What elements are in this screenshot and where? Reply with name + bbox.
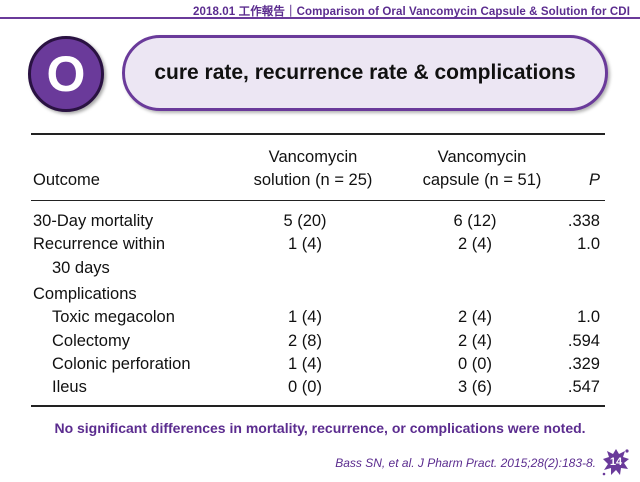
page-number-badge: 14 [601, 447, 631, 477]
row-capsule-mortality: 6 (12) [453, 212, 497, 230]
row-p-colonic-perforation: .329 [567, 355, 600, 373]
row-p-colectomy: .594 [567, 332, 600, 350]
row-capsule-colonic-perforation: 0 (0) [458, 355, 492, 373]
row-label-recurrence-cont: 30 days [52, 259, 110, 277]
row-label-complications: Complications [33, 285, 137, 303]
row-label-toxic-megacolon: Toxic megacolon [52, 308, 175, 326]
row-label-recurrence: Recurrence within [33, 235, 166, 253]
row-label-mortality: 30-Day mortality [33, 212, 154, 230]
row-label-ileus: Ileus [52, 378, 87, 396]
header-capsule-line2: capsule (n = 51) [422, 171, 542, 189]
row-p-recurrence: 1.0 [577, 235, 600, 253]
page-number: 14 [609, 456, 623, 468]
row-capsule-toxic-megacolon: 2 (4) [458, 308, 492, 326]
row-solution-recurrence: 1 (4) [288, 235, 322, 253]
row-solution-mortality: 5 (20) [283, 212, 327, 230]
row-solution-colonic-perforation: 1 (4) [288, 355, 322, 373]
row-p-mortality: .338 [567, 212, 600, 230]
table-bottom-rule [31, 405, 605, 407]
header-bar: 2018.01 工作報告｜Comparison of Oral Vancomyc… [0, 0, 640, 19]
row-solution-ileus: 0 (0) [288, 378, 322, 396]
row-capsule-ileus: 3 (6) [458, 378, 492, 396]
row-p-ileus: .547 [567, 378, 600, 396]
header-outcome: Outcome [33, 171, 100, 189]
row-capsule-colectomy: 2 (4) [458, 332, 492, 350]
header-capsule-line1: Vancomycin [437, 148, 527, 166]
row-label-colectomy: Colectomy [52, 332, 130, 350]
header-title: 2018.01 工作報告｜Comparison of Oral Vancomyc… [193, 6, 630, 18]
row-solution-colectomy: 2 (8) [288, 332, 322, 350]
splat-icon [602, 449, 629, 476]
row-solution-toxic-megacolon: 1 (4) [288, 308, 322, 326]
row-capsule-recurrence: 2 (4) [458, 235, 492, 253]
header-solution-line2: solution (n = 25) [253, 171, 373, 189]
section-letter: O [46, 46, 86, 102]
section-title: cure rate, recurrence rate & complicatio… [154, 61, 576, 84]
summary-note: No significant differences in mortality,… [54, 420, 586, 436]
header-p-value: P [588, 171, 600, 189]
table-top-rule [31, 133, 605, 135]
header-solution-line1: Vancomycin [268, 148, 358, 166]
section-title-pill: cure rate, recurrence rate & complicatio… [122, 35, 608, 111]
table-header-rule [31, 200, 605, 201]
citation: Bass SN, et al. J Pharm Pract. 2015;28(2… [335, 456, 596, 470]
row-p-toxic-megacolon: 1.0 [577, 308, 600, 326]
row-label-colonic-perforation: Colonic perforation [52, 355, 191, 373]
section-letter-badge: O [28, 36, 104, 112]
